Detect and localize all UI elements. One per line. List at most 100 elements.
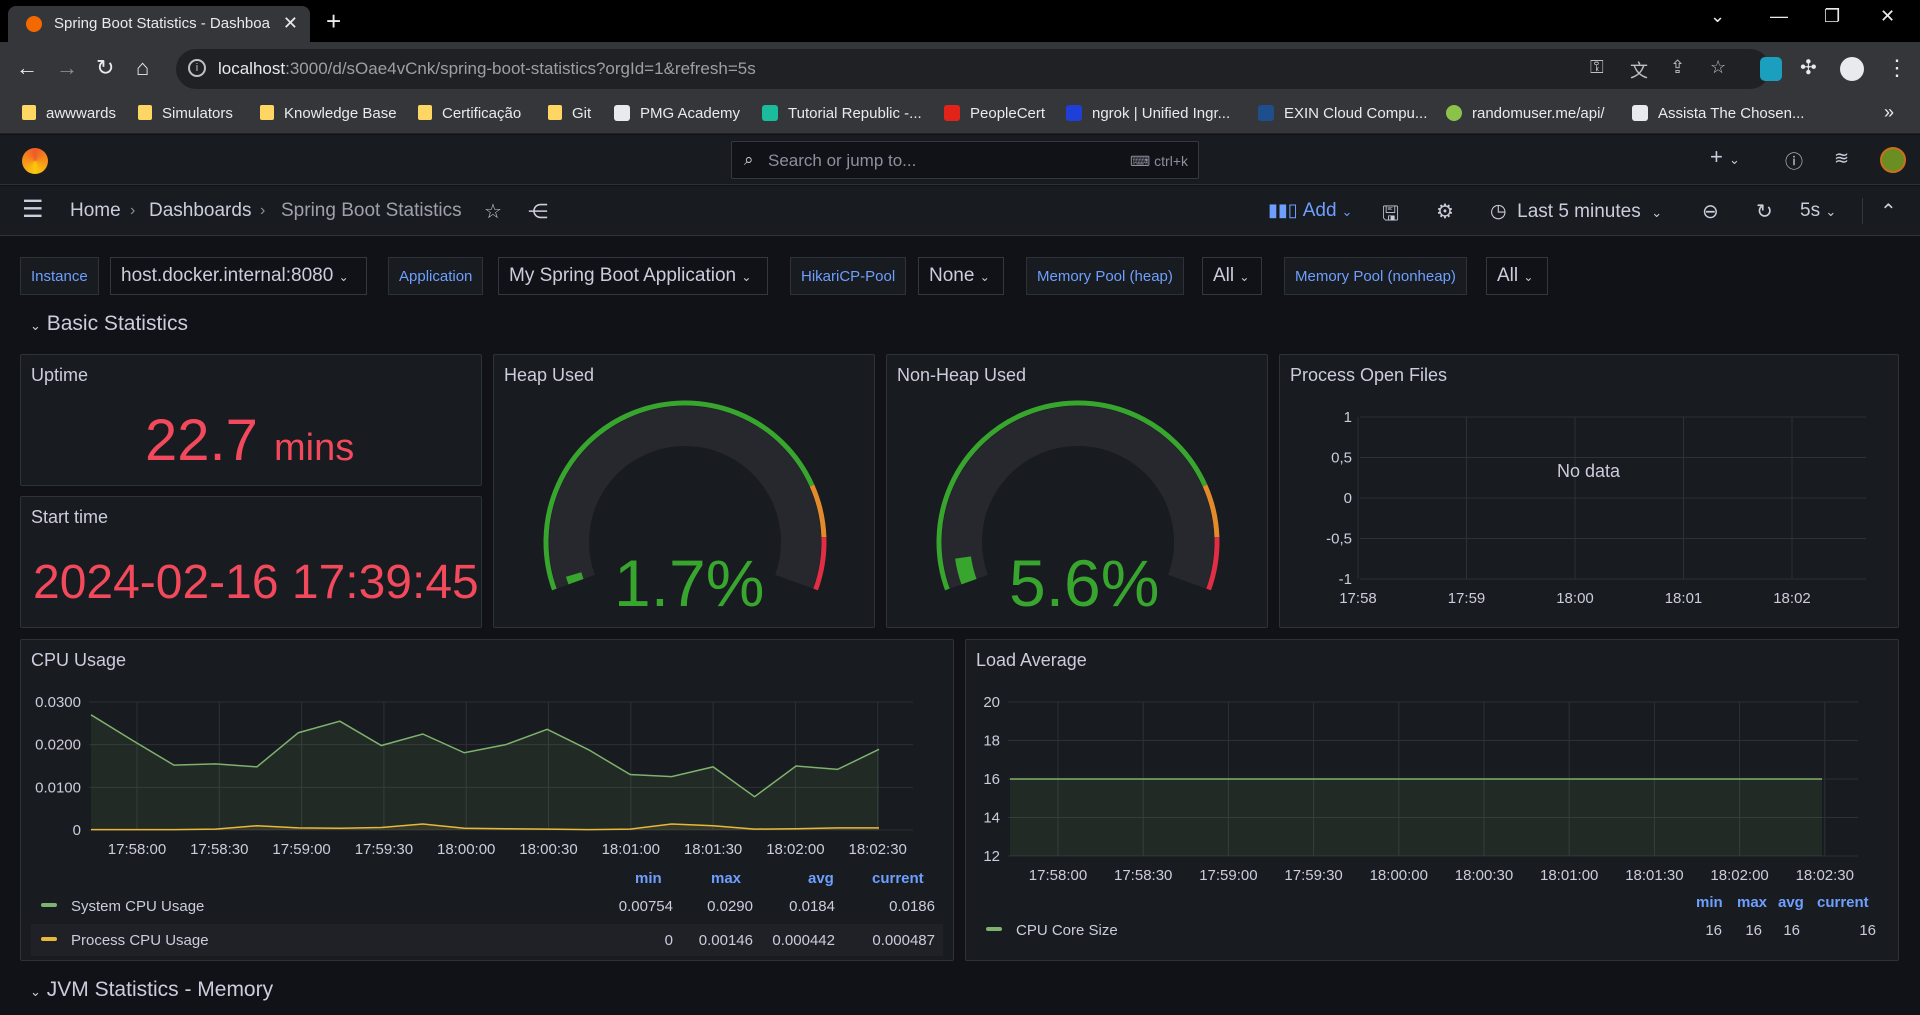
legend-series-name[interactable]: CPU Core Size (986, 922, 1118, 939)
browser-tab[interactable]: Spring Boot Statistics - Dashboa ✕ (8, 6, 310, 42)
gauge-threshold-green (936, 400, 1208, 591)
save-dashboard-icon[interactable]: 🖫 (1382, 203, 1400, 225)
gauge-threshold-orange (1202, 484, 1220, 538)
legend-row[interactable]: CPU Core Size 16 16 16 16 (976, 914, 1888, 946)
no-data-text: No data (1557, 461, 1621, 481)
back-icon[interactable]: ← (16, 55, 38, 80)
grafana-logo-icon[interactable] (22, 148, 48, 174)
bookmark-folder[interactable]: Certificação (418, 105, 521, 122)
ngrok-icon (1066, 105, 1082, 121)
share-dashboard-icon[interactable]: ⋲ (528, 201, 548, 223)
bookmark-link[interactable]: randomuser.me/api/ (1446, 105, 1605, 122)
panel-heap-used[interactable]: Heap Used 1.7% (493, 354, 875, 628)
row-basic-statistics[interactable]: ⌄ Basic Statistics (30, 312, 188, 335)
variable-select-instance[interactable]: host.docker.internal:8080 ⌄ (110, 257, 367, 295)
star-bookmark-icon[interactable]: ☆ (1710, 57, 1727, 77)
share-icon[interactable]: ⇪ (1670, 57, 1686, 77)
key-icon[interactable]: ⚿ (1590, 57, 1604, 77)
panel-non-heap-used[interactable]: Non-Heap Used 5.6% (886, 354, 1268, 628)
reload-icon[interactable]: ↻ (96, 55, 115, 80)
series-color-swatch (41, 937, 57, 941)
legend-header-max[interactable]: max (1737, 894, 1768, 911)
close-window-icon[interactable]: ✕ (1880, 6, 1896, 26)
translate-icon[interactable]: 文 (1630, 61, 1648, 81)
variable-select-memory-pool-nonheap[interactable]: All ⌄ (1486, 257, 1548, 295)
legend-header-current[interactable]: current (1817, 894, 1869, 911)
gauge-threshold-orange (809, 484, 827, 538)
gauge-threshold-red (1206, 537, 1220, 591)
panel-process-open-files[interactable]: Process Open Files 1 0,5 0 -0,5 -1 17:58 17:59… (1279, 354, 1899, 628)
avatar[interactable] (1880, 147, 1906, 173)
legend-header-min[interactable]: min (1696, 894, 1723, 911)
help-icon[interactable]: ⓘ (1785, 152, 1803, 172)
legend-row[interactable]: Process CPU Usage 0 0.00146 0.000442 0.0… (31, 924, 943, 956)
variable-select-memory-pool-heap[interactable]: All ⌄ (1202, 257, 1262, 295)
bookmark-link[interactable]: PMG Academy (614, 105, 740, 122)
panel-load-average[interactable]: Load Average 20 18 16 14 12 17:58:00 17:58:30 1… (965, 639, 1899, 961)
bookmark-folder[interactable]: awwwards (22, 105, 116, 122)
variable-select-application[interactable]: My Spring Boot Application ⌄ (498, 257, 768, 295)
close-tab-icon[interactable]: ✕ (282, 13, 298, 33)
panel-start-time[interactable]: Start time 2024-02-16 17:39:45 (20, 496, 482, 628)
menu-hamburger-icon[interactable]: ☰ (22, 196, 44, 223)
legend-header-max[interactable]: max (711, 870, 742, 887)
load-average-chart: 20 18 16 14 12 17:58:00 17:58:30 17:59:00 17:59:… (983, 694, 1858, 884)
home-icon[interactable]: ⌂ (136, 55, 150, 80)
tab-search-chevron-icon[interactable]: ⌄ (1710, 6, 1726, 26)
bookmark-link[interactable]: PeopleCert (944, 105, 1045, 122)
legend-header-current[interactable]: current (872, 870, 924, 887)
forward-icon[interactable]: → (56, 55, 78, 80)
bookmark-folder[interactable]: Knowledge Base (260, 105, 397, 122)
breadcrumb-dashboards[interactable]: Dashboards (149, 200, 252, 221)
variable-label-memory-pool-nonheap: Memory Pool (nonheap) (1284, 257, 1467, 295)
panel-uptime[interactable]: Uptime 22.7 mins (20, 354, 482, 486)
row-jvm-statistics-memory[interactable]: ⌄ JVM Statistics - Memory (30, 978, 274, 1001)
profile-icon[interactable] (1840, 57, 1864, 81)
x-tick-label: 18:02:00 (1710, 867, 1768, 884)
series-line (90, 714, 880, 798)
panel-cpu-usage[interactable]: CPU Usage 0.0300 0.0200 0.0100 0 17:58:00 17:… (20, 639, 954, 961)
series-area (91, 714, 879, 830)
legend-header-min[interactable]: min (635, 870, 662, 887)
site-info-icon[interactable]: i (188, 59, 206, 77)
legend-series-name[interactable]: Process CPU Usage (41, 932, 209, 949)
zoom-out-icon[interactable]: ⊖ (1702, 201, 1719, 223)
legend-series-name[interactable]: System CPU Usage (41, 898, 204, 915)
bookmark-link[interactable]: EXIN Cloud Compu... (1258, 105, 1427, 122)
bookmark-link[interactable]: Tutorial Republic -... (762, 105, 922, 122)
more-bookmarks-icon[interactable]: » (1884, 102, 1895, 122)
url-text[interactable]: localhost:3000/d/sOae4vCnk/spring-boot-s… (218, 59, 756, 78)
news-rss-icon[interactable]: ≋ (1834, 148, 1850, 168)
new-plus-icon[interactable]: + ⌄ (1710, 144, 1740, 169)
legend-header-avg[interactable]: avg (808, 870, 834, 887)
legend-row[interactable]: System CPU Usage 0.00754 0.0290 0.0184 0… (31, 890, 943, 922)
search-input[interactable]: ⌕ Search or jump to... ⌨ ctrl+k (731, 141, 1199, 179)
bookmark-link[interactable]: ngrok | Unified Ingr... (1066, 105, 1230, 122)
refresh-interval-picker[interactable]: 5s ⌄ (1800, 200, 1837, 221)
x-tick-label: 17:58:30 (190, 841, 248, 858)
time-range-picker[interactable]: ◷ Last 5 minutes ⌄ (1490, 201, 1663, 222)
bookmark-folder[interactable]: Git (548, 105, 591, 122)
legend-current: 0.000487 (872, 932, 935, 949)
new-tab-icon[interactable]: + (326, 6, 342, 36)
address-bar[interactable]: i localhost:3000/d/sOae4vCnk/spring-boot… (176, 49, 1770, 89)
bookmark-folder[interactable]: Simulators (138, 105, 233, 122)
star-favorite-icon[interactable]: ☆ (484, 201, 502, 223)
breadcrumb-home[interactable]: Home (70, 200, 121, 221)
dashboard-settings-gear-icon[interactable]: ⚙ (1436, 201, 1454, 223)
menu-kebab-icon[interactable]: ⋮ (1886, 55, 1908, 80)
refresh-icon[interactable]: ↻ (1756, 201, 1773, 223)
restore-icon[interactable]: ❐ (1824, 6, 1841, 26)
heap-gauge (543, 400, 827, 591)
search-icon: ⌕ (744, 150, 754, 169)
variable-select-hikaricp-pool[interactable]: None ⌄ (918, 257, 1004, 295)
extension-icon[interactable] (1760, 57, 1782, 81)
y-tick-label: 0,5 (1331, 450, 1352, 467)
legend-header-avg[interactable]: avg (1778, 894, 1804, 911)
minimize-icon[interactable]: — (1770, 6, 1788, 26)
bookmark-link[interactable]: Assista The Chosen... (1632, 105, 1804, 122)
puzzle-extensions-icon[interactable]: ✣ (1800, 57, 1817, 79)
series-area (91, 824, 879, 830)
collapse-chevron-up-icon[interactable]: ⌃ (1880, 201, 1897, 223)
add-button[interactable]: ▮▮▯ Add ⌄ (1268, 200, 1353, 221)
